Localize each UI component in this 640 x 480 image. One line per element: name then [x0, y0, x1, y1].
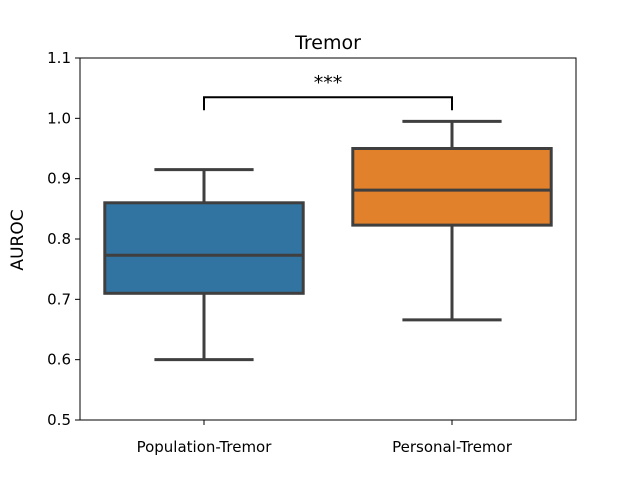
y-axis: 0.5 0.6 0.7 0.8 0.9 1.0 1.1 — [47, 49, 80, 429]
y-tick-label: 0.5 — [47, 411, 71, 429]
y-tick-label: 0.7 — [47, 290, 71, 308]
y-tick-label: 1.0 — [47, 109, 71, 127]
y-axis-label: AUROC — [8, 209, 28, 270]
significance-annotation: *** — [203, 72, 453, 111]
iqr-box — [351, 147, 553, 227]
plot-area — [103, 119, 553, 362]
x-category-label: Population-Tremor — [137, 438, 273, 456]
significance-label: *** — [314, 72, 343, 94]
y-tick-label: 1.1 — [47, 49, 71, 67]
y-tick-label: 0.6 — [47, 351, 71, 369]
box-group-personal-tremor — [351, 119, 553, 322]
chart-title: Tremor — [294, 32, 361, 54]
x-category-label: Personal-Tremor — [392, 438, 513, 456]
iqr-box — [103, 201, 305, 295]
significance-bracket — [203, 96, 453, 111]
y-tick-label: 0.9 — [47, 170, 71, 188]
box-group-population-tremor — [103, 168, 305, 362]
x-axis: Population-Tremor Personal-Tremor — [137, 420, 513, 456]
y-tick-label: 0.8 — [47, 230, 71, 248]
